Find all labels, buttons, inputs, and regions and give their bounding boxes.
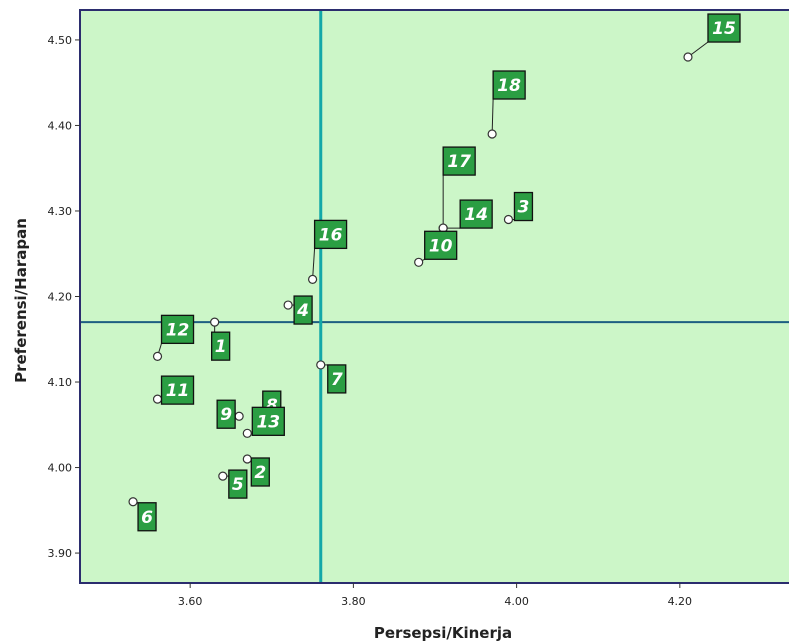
point-label-box-6 bbox=[137, 502, 157, 532]
data-point-1 bbox=[210, 317, 220, 327]
point-label-14: 14 bbox=[464, 205, 488, 225]
data-point-18 bbox=[487, 129, 497, 139]
point-label-18: 18 bbox=[497, 76, 521, 96]
x-tick-label: 4.20 bbox=[668, 595, 693, 608]
point-label-10: 10 bbox=[429, 236, 453, 256]
plot-area bbox=[80, 10, 789, 583]
data-point-11 bbox=[152, 394, 163, 404]
point-label-box-18 bbox=[492, 70, 526, 100]
point-label-box-7 bbox=[327, 364, 347, 394]
point-label-box-5 bbox=[228, 469, 248, 499]
point-label-box-3 bbox=[513, 191, 534, 222]
point-label-box-4 bbox=[293, 295, 313, 325]
data-point-10 bbox=[414, 257, 424, 267]
data-point-7 bbox=[316, 360, 326, 370]
data-point-2 bbox=[242, 454, 252, 464]
point-label-2: 2 bbox=[254, 463, 266, 483]
point-label-box-15 bbox=[707, 13, 741, 43]
point-label-16: 16 bbox=[319, 225, 343, 245]
data-point-9 bbox=[234, 411, 244, 421]
data-point-6 bbox=[128, 497, 138, 507]
y-tick-label: 4.30 bbox=[48, 205, 73, 218]
point-label-box-9 bbox=[216, 399, 236, 429]
point-label-1: 1 bbox=[215, 337, 227, 357]
point-label-box-1 bbox=[211, 331, 231, 361]
data-point-3 bbox=[503, 214, 514, 225]
point-label-6: 6 bbox=[141, 508, 153, 528]
point-label-13: 13 bbox=[256, 412, 280, 432]
y-tick-label: 4.20 bbox=[48, 291, 73, 304]
point-label-box-16 bbox=[313, 219, 348, 250]
point-label-12: 12 bbox=[166, 320, 190, 340]
label-connector-18 bbox=[491, 98, 494, 135]
point-label-15: 15 bbox=[712, 19, 736, 39]
point-label-box-17 bbox=[442, 146, 476, 176]
label-connector-16 bbox=[312, 248, 316, 280]
data-point-16 bbox=[307, 274, 318, 284]
x-tick-label: 3.80 bbox=[341, 595, 366, 608]
y-tick-label: 3.90 bbox=[48, 547, 73, 560]
point-label-5: 5 bbox=[232, 475, 244, 495]
x-axis-title: Persepsi/Kinerja bbox=[374, 624, 512, 642]
y-tick-label: 4.50 bbox=[48, 34, 73, 47]
point-label-4: 4 bbox=[296, 301, 309, 321]
x-tick-label: 3.60 bbox=[178, 595, 203, 608]
point-label-7: 7 bbox=[331, 370, 343, 390]
data-point-5 bbox=[218, 471, 228, 481]
point-label-9: 9 bbox=[220, 405, 232, 425]
y-tick-label: 4.00 bbox=[48, 462, 73, 475]
y-tick-label: 4.40 bbox=[48, 119, 73, 132]
y-axis-title: Preferensi/Harapan bbox=[12, 218, 30, 383]
data-point-15 bbox=[683, 52, 693, 62]
point-label-box-12 bbox=[160, 314, 195, 345]
point-label-box-14 bbox=[459, 199, 493, 229]
point-label-11: 11 bbox=[166, 381, 190, 401]
point-label-box-2 bbox=[250, 457, 270, 487]
data-point-12 bbox=[152, 351, 163, 361]
point-label-box-10 bbox=[424, 230, 458, 260]
point-label-box-11 bbox=[160, 375, 195, 405]
data-point-13 bbox=[242, 428, 252, 438]
data-point-4 bbox=[283, 300, 293, 310]
x-tick-label: 4.00 bbox=[504, 595, 529, 608]
point-label-box-13 bbox=[251, 406, 285, 436]
point-label-17: 17 bbox=[447, 152, 471, 172]
point-label-3: 3 bbox=[518, 198, 530, 218]
y-tick-label: 4.10 bbox=[48, 376, 73, 389]
